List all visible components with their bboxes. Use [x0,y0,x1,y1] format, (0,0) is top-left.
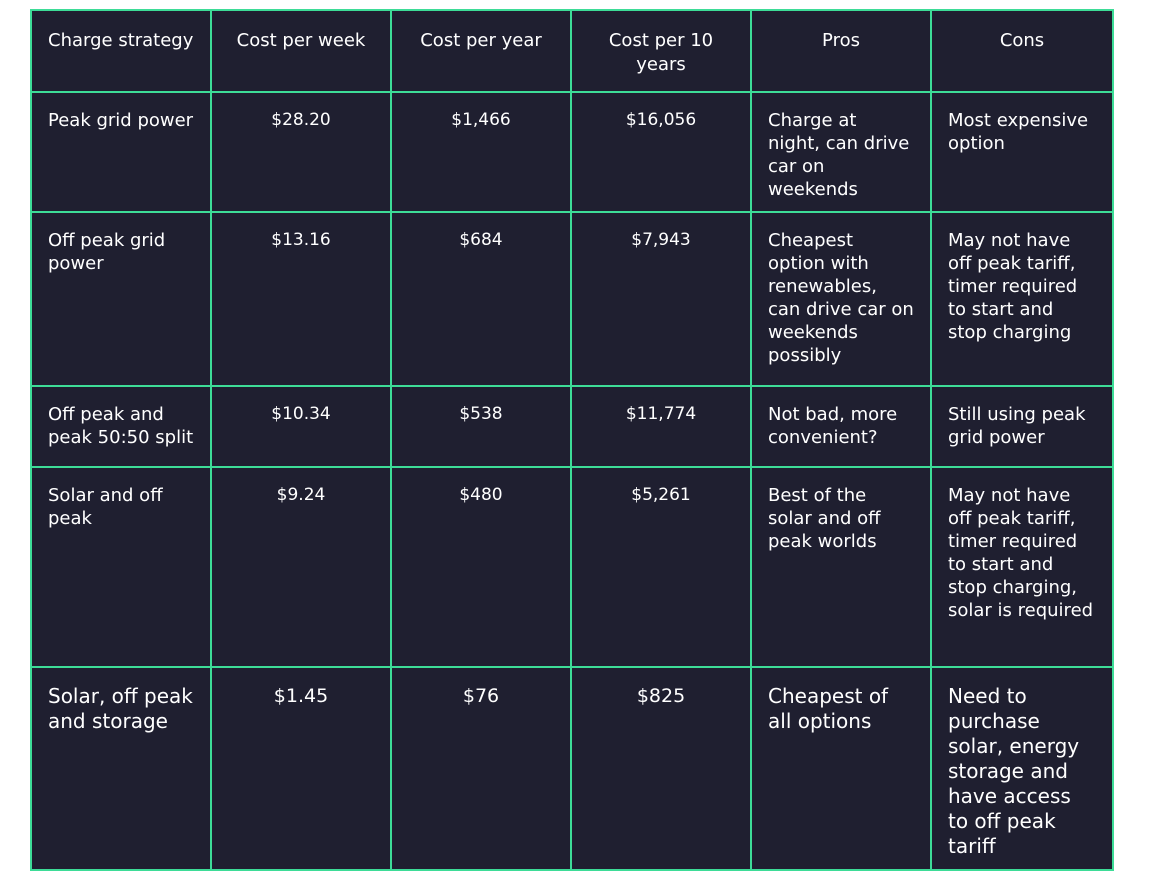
cons-cell: Need to purchase solar, energy storage a… [930,666,1114,871]
cost-week-cell: $1.45 [210,666,392,871]
table-row: Off peak grid power $13.16 $684 $7,943 C… [30,211,1114,387]
table-row: Peak grid power $28.20 $1,466 $16,056 Ch… [30,91,1114,213]
charge-strategy-table-container: Charge strategy Cost per week Cost per y… [30,9,1114,871]
header-cell: Cons [930,9,1114,93]
cost-10-years-cell: $825 [570,666,752,871]
pros-cell: Not bad, more convenient? [750,385,932,468]
charge-strategy-table: Charge strategy Cost per week Cost per y… [30,9,1114,871]
header-cell: Charge strategy [30,9,212,93]
header-cell: Pros [750,9,932,93]
cons-cell: May not have off peak tariff, timer requ… [930,211,1114,387]
strategy-cell: Solar, off peak and storage [30,666,212,871]
cost-week-cell: $10.34 [210,385,392,468]
pros-cell: Best of the solar and off peak worlds [750,466,932,668]
header-cell: Cost per 10 years [570,9,752,93]
header-cell: Cost per year [390,9,572,93]
table-row: Off peak and peak 50:50 split $10.34 $53… [30,385,1114,468]
table-row: Solar, off peak and storage $1.45 $76 $8… [30,666,1114,871]
strategy-cell: Solar and off peak [30,466,212,668]
header-cell: Cost per week [210,9,392,93]
cost-10-years-cell: $5,261 [570,466,752,668]
cost-10-years-cell: $11,774 [570,385,752,468]
cost-week-cell: $9.24 [210,466,392,668]
table-header-row: Charge strategy Cost per week Cost per y… [30,9,1114,93]
cost-year-cell: $480 [390,466,572,668]
pros-cell: Cheapest of all options [750,666,932,871]
cost-week-cell: $13.16 [210,211,392,387]
cons-cell: Still using peak grid power [930,385,1114,468]
pros-cell: Cheapest option with renewables, can dri… [750,211,932,387]
strategy-cell: Peak grid power [30,91,212,213]
cost-week-cell: $28.20 [210,91,392,213]
strategy-cell: Off peak grid power [30,211,212,387]
pros-cell: Charge at night, can drive car on weeken… [750,91,932,213]
cost-10-years-cell: $16,056 [570,91,752,213]
cost-year-cell: $76 [390,666,572,871]
cost-10-years-cell: $7,943 [570,211,752,387]
table-row: Solar and off peak $9.24 $480 $5,261 Bes… [30,466,1114,668]
cons-cell: May not have off peak tariff, timer requ… [930,466,1114,668]
cost-year-cell: $1,466 [390,91,572,213]
strategy-cell: Off peak and peak 50:50 split [30,385,212,468]
cost-year-cell: $684 [390,211,572,387]
cons-cell: Most expensive option [930,91,1114,213]
cost-year-cell: $538 [390,385,572,468]
